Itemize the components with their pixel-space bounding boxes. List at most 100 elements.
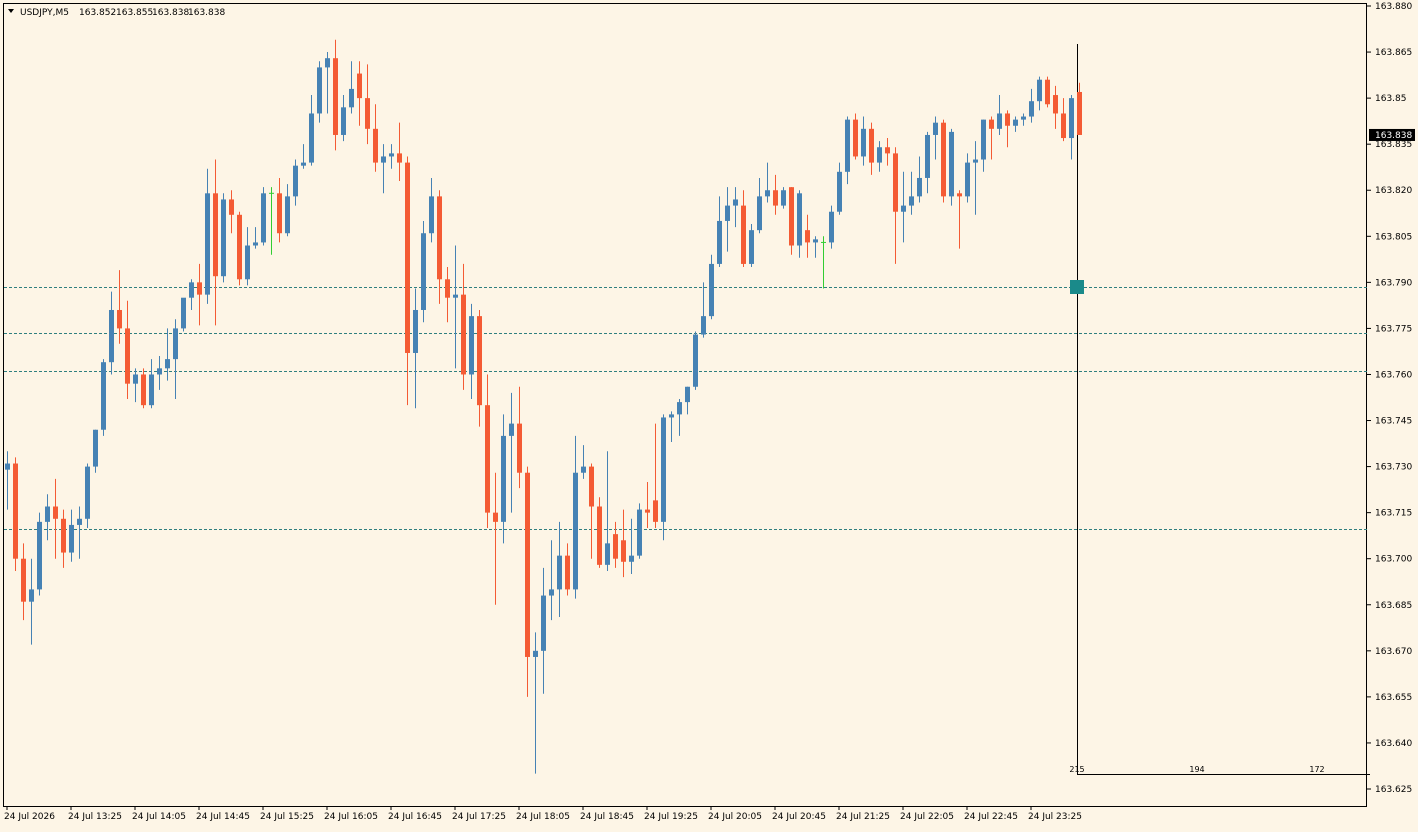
candle-body [109, 309, 114, 363]
candle-body [669, 414, 674, 418]
candle-body [589, 466, 594, 507]
header-high: 163.855 [116, 8, 153, 18]
candle-body [829, 211, 834, 243]
candle-body [349, 88, 354, 108]
x-tick-label: 24 Jul 20:05 [708, 812, 762, 822]
candle-body [1029, 101, 1034, 117]
candle-body [485, 405, 490, 513]
candle-body [1061, 113, 1066, 139]
y-tick-label: 163.730 [1375, 463, 1412, 473]
candle-body [13, 463, 18, 559]
candle-body [909, 196, 914, 206]
y-tick-label: 163.835 [1375, 140, 1412, 150]
candle-body [213, 193, 218, 277]
candle-body [301, 162, 306, 166]
menu-arrow [8, 9, 14, 13]
candle-body [709, 263, 714, 317]
x-tick-label: 24 Jul 18:05 [516, 812, 570, 822]
candle-body [37, 521, 42, 590]
candle-body [933, 122, 938, 135]
candle-body [445, 279, 450, 298]
candle-body [245, 245, 250, 280]
profile-label: 215 [1069, 765, 1084, 774]
candle-body [565, 555, 570, 590]
candle-body [21, 558, 26, 602]
candle-body [29, 589, 34, 602]
candle-body [341, 107, 346, 135]
candle-body [533, 650, 538, 657]
candle-body [597, 506, 602, 565]
x-tick-label: 24 Jul 20:45 [772, 812, 826, 822]
candle-body [981, 119, 986, 160]
candle-body [469, 316, 474, 375]
header-open: 163.852 [79, 8, 116, 18]
candle-body [181, 297, 186, 329]
candle-body [101, 362, 106, 430]
candle-body [69, 524, 74, 553]
candle-body [477, 316, 482, 406]
candle-body [125, 328, 130, 384]
candle-body [197, 282, 202, 295]
candle-body [957, 193, 962, 197]
candle-body [373, 128, 378, 163]
candle-body [693, 334, 698, 387]
y-tick-label: 163.625 [1375, 785, 1412, 795]
candle-body [317, 67, 322, 114]
candle-body [605, 543, 610, 565]
candle-body [253, 242, 258, 246]
candle-body [77, 518, 82, 525]
candle-body [117, 309, 122, 329]
x-tick-label: 24 Jul 21:25 [836, 812, 890, 822]
candle-body [205, 193, 210, 295]
candle-body [917, 177, 922, 197]
y-tick-label: 163.790 [1375, 278, 1412, 288]
candle-body [429, 196, 434, 234]
candle-body [221, 199, 226, 277]
candle-body [141, 374, 146, 406]
candle-body [421, 233, 426, 310]
candle-body [357, 73, 362, 99]
x-tick-label: 24 Jul 19:25 [644, 812, 698, 822]
candle-body [493, 512, 498, 522]
candle-body [613, 534, 618, 559]
candle-body [453, 294, 458, 298]
candle-body [629, 555, 634, 562]
candle-body [405, 162, 410, 353]
candle-body [805, 230, 810, 243]
candle-body [997, 113, 1002, 129]
x-tick-label: 24 Jul 23:25 [1028, 812, 1082, 822]
candle-body [325, 58, 330, 68]
candle-body [861, 128, 866, 157]
header-low: 163.838 [152, 8, 189, 18]
header: USDJPY,M5 163.852 163.855 163.838 163.83… [8, 8, 225, 18]
candle-body [757, 196, 762, 231]
candle-body [853, 119, 858, 157]
candle-body [653, 500, 658, 522]
y-tick-label: 163.715 [1375, 509, 1412, 519]
candle-body [1045, 79, 1050, 105]
y-tick-label: 163.670 [1375, 647, 1412, 657]
candle-body [309, 113, 314, 163]
candle-body [93, 429, 98, 467]
candle-body [1005, 113, 1010, 126]
x-tick-label: 24 Jul 18:45 [580, 812, 634, 822]
price-tag-bg [1369, 128, 1415, 141]
candle-body [845, 119, 850, 172]
candle-body [741, 205, 746, 264]
candle-body [189, 282, 194, 298]
y-tick-label: 163.880 [1375, 2, 1412, 12]
candle-body [645, 509, 650, 513]
candle-body [869, 128, 874, 163]
candle-body [157, 368, 162, 375]
candle-body [989, 119, 994, 129]
candle-body [261, 193, 266, 243]
candle-body [885, 147, 890, 154]
symbol: USDJPY,M5 [20, 8, 69, 18]
candle-body [501, 435, 506, 522]
candle-body [1069, 98, 1074, 139]
candle-body [893, 153, 898, 212]
x-tick-label: 24 Jul 22:45 [964, 812, 1018, 822]
candle-body [773, 190, 778, 206]
candle-body [677, 402, 682, 415]
